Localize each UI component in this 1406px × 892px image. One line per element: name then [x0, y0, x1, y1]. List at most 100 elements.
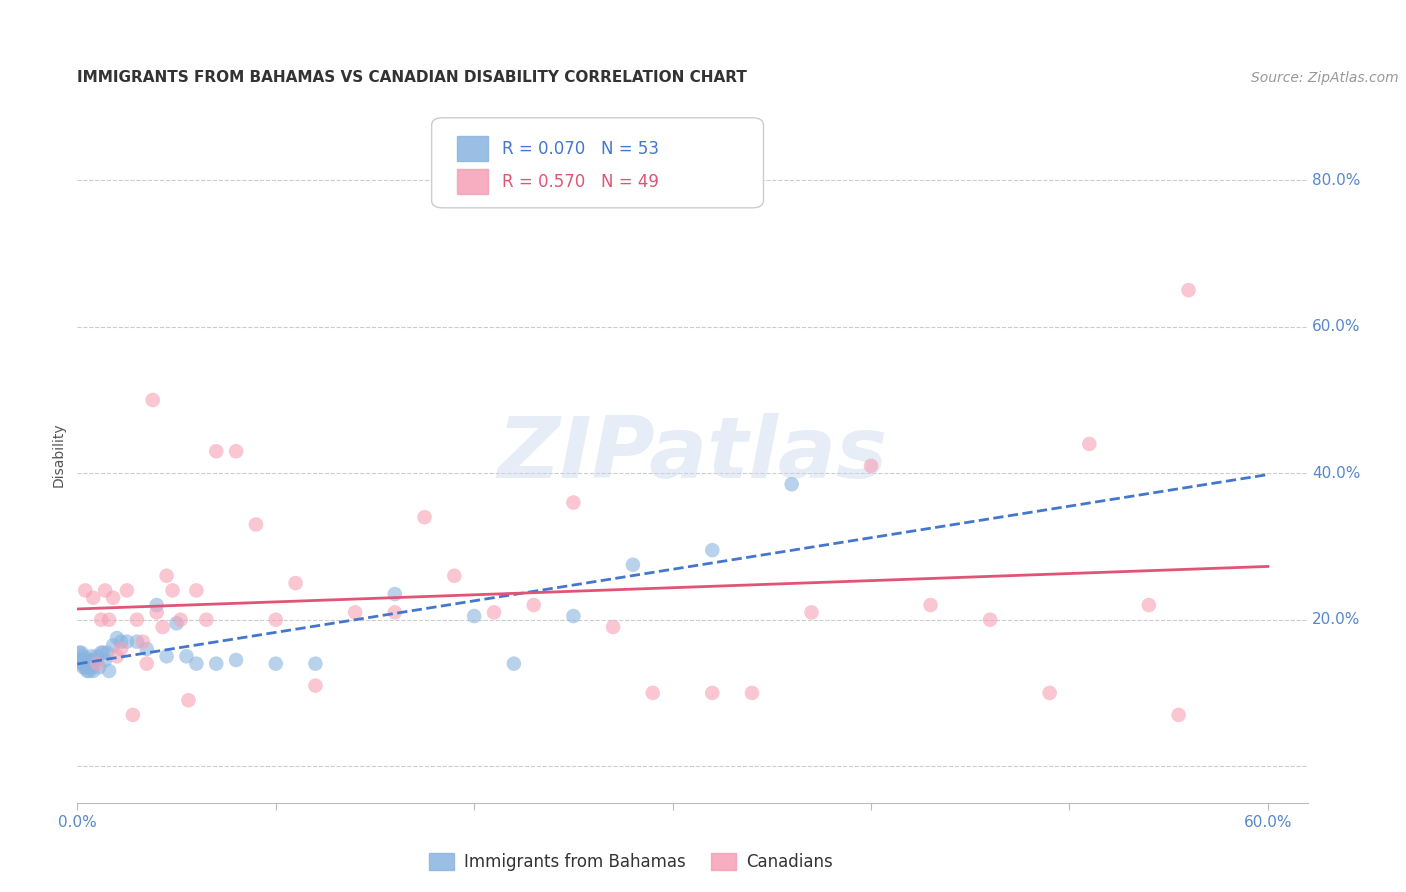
- Point: [145, 598, 167, 612]
- Point: [77, 664, 100, 678]
- Point: [132, 634, 155, 648]
- Point: [145, 606, 167, 620]
- Point: [741, 686, 763, 700]
- Point: [72, 657, 94, 671]
- Point: [186, 583, 208, 598]
- Point: [91, 646, 114, 660]
- Point: [920, 598, 942, 612]
- Point: [76, 664, 98, 678]
- Point: [384, 606, 406, 620]
- Point: [84, 653, 107, 667]
- Point: [110, 634, 132, 648]
- Text: Source: ZipAtlas.com: Source: ZipAtlas.com: [1251, 70, 1399, 85]
- Point: [1137, 598, 1160, 612]
- Point: [72, 660, 94, 674]
- Point: [1078, 437, 1101, 451]
- Point: [94, 583, 117, 598]
- Point: [72, 653, 94, 667]
- Point: [344, 606, 367, 620]
- Point: [225, 444, 247, 458]
- Point: [621, 558, 644, 572]
- Point: [702, 543, 724, 558]
- Point: [284, 576, 307, 591]
- Point: [101, 591, 124, 605]
- Point: [82, 664, 104, 678]
- Point: [800, 606, 823, 620]
- Point: [125, 634, 148, 648]
- Point: [67, 646, 90, 660]
- Point: [156, 568, 179, 582]
- Point: [162, 583, 184, 598]
- Point: [304, 657, 326, 671]
- Point: [82, 591, 104, 605]
- Point: [135, 642, 157, 657]
- Point: [125, 613, 148, 627]
- Point: [176, 649, 198, 664]
- Point: [90, 646, 112, 660]
- Point: [225, 653, 247, 667]
- Point: [75, 660, 97, 674]
- Point: [67, 653, 90, 667]
- Point: [105, 649, 128, 664]
- Text: 20.0%: 20.0%: [1312, 612, 1360, 627]
- Point: [72, 649, 94, 664]
- Point: [702, 686, 724, 700]
- Point: [142, 392, 165, 407]
- Text: R = 0.570   N = 49: R = 0.570 N = 49: [502, 172, 659, 191]
- Point: [156, 649, 179, 664]
- Point: [75, 657, 97, 671]
- Point: [96, 646, 118, 660]
- Point: [482, 606, 505, 620]
- Point: [195, 613, 218, 627]
- Point: [86, 657, 108, 671]
- Point: [166, 616, 188, 631]
- Text: 80.0%: 80.0%: [1312, 173, 1360, 188]
- Point: [105, 631, 128, 645]
- Text: 40.0%: 40.0%: [1312, 466, 1360, 481]
- Point: [122, 707, 145, 722]
- Point: [264, 657, 287, 671]
- Point: [780, 477, 803, 491]
- Point: [110, 642, 132, 657]
- Point: [77, 653, 100, 667]
- Point: [76, 653, 98, 667]
- Text: R = 0.070   N = 53: R = 0.070 N = 53: [502, 140, 659, 158]
- Point: [502, 657, 524, 671]
- Point: [90, 613, 112, 627]
- Point: [70, 646, 93, 660]
- Point: [152, 620, 174, 634]
- Point: [205, 444, 228, 458]
- Point: [80, 660, 103, 674]
- Y-axis label: Disability: Disability: [52, 423, 66, 487]
- Point: [384, 587, 406, 601]
- Point: [523, 598, 546, 612]
- Point: [82, 657, 104, 671]
- Point: [186, 657, 208, 671]
- Point: [1167, 707, 1189, 722]
- Point: [135, 657, 157, 671]
- Point: [1039, 686, 1062, 700]
- Point: [89, 660, 111, 674]
- Point: [245, 517, 267, 532]
- Text: ZIPatlas: ZIPatlas: [498, 413, 887, 497]
- Point: [75, 583, 97, 598]
- Text: IMMIGRANTS FROM BAHAMAS VS CANADIAN DISABILITY CORRELATION CHART: IMMIGRANTS FROM BAHAMAS VS CANADIAN DISA…: [77, 70, 747, 85]
- Point: [1177, 283, 1199, 297]
- Point: [115, 634, 138, 648]
- Point: [169, 613, 191, 627]
- Point: [602, 620, 624, 634]
- Point: [70, 657, 93, 671]
- Point: [76, 660, 98, 674]
- Point: [562, 609, 585, 624]
- Point: [115, 583, 138, 598]
- Point: [98, 664, 121, 678]
- Point: [304, 679, 326, 693]
- Text: 60.0%: 60.0%: [1312, 319, 1360, 334]
- Point: [86, 649, 108, 664]
- Point: [264, 613, 287, 627]
- Point: [75, 653, 97, 667]
- Point: [77, 657, 100, 671]
- Point: [562, 495, 585, 509]
- Point: [94, 653, 117, 667]
- Point: [101, 638, 124, 652]
